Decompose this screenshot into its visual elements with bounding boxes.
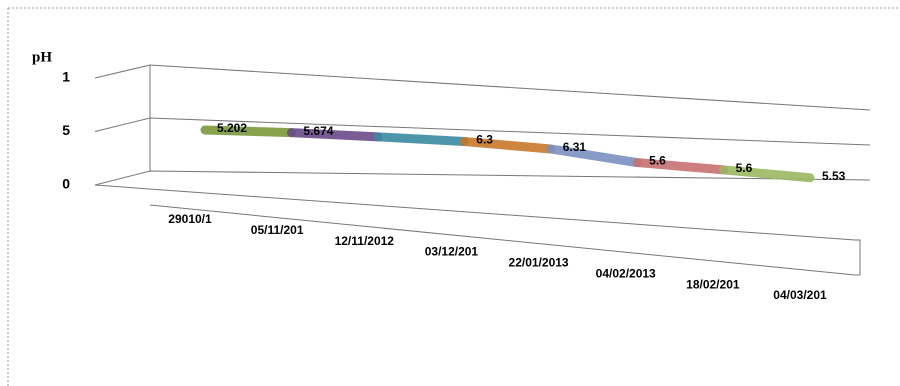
data-label: 5.674	[303, 124, 333, 138]
grid-line	[94, 64, 871, 111]
line-segment	[546, 144, 642, 168]
grid-line	[94, 117, 871, 146]
y-tick-label: 5	[62, 122, 70, 138]
x-tick-label: 04/02/2013	[596, 266, 656, 280]
x-tick-label: 05/11/201	[251, 223, 304, 237]
data-label: 5.6	[649, 154, 666, 168]
x-tick-label: 03/12/201	[425, 245, 479, 259]
y-tick-label: 0	[62, 176, 70, 192]
x-tick-label: 29010/1	[168, 212, 212, 226]
y-axis-label: pH	[32, 49, 52, 65]
line-segment	[719, 165, 815, 183]
y-tick-label: 1	[62, 69, 70, 85]
line-segment	[632, 158, 729, 175]
data-label: 6.31	[563, 140, 587, 154]
x-tick-label: 18/02/201	[686, 277, 740, 291]
floor	[94, 184, 861, 276]
data-label: 5.53	[822, 169, 846, 183]
data-label: 5.202	[217, 121, 247, 135]
grid-line	[94, 170, 871, 186]
line-segment	[459, 137, 556, 154]
data-label: 5.6	[736, 161, 753, 175]
data-label: 6.3	[476, 133, 493, 147]
line-segment	[373, 132, 469, 147]
x-tick-label: 04/03/201	[773, 288, 827, 302]
line-segment	[200, 125, 296, 138]
line-segment	[286, 128, 383, 142]
x-tick-label: 12/11/2012	[335, 234, 395, 248]
x-tick-label: 22/01/2013	[509, 256, 569, 270]
